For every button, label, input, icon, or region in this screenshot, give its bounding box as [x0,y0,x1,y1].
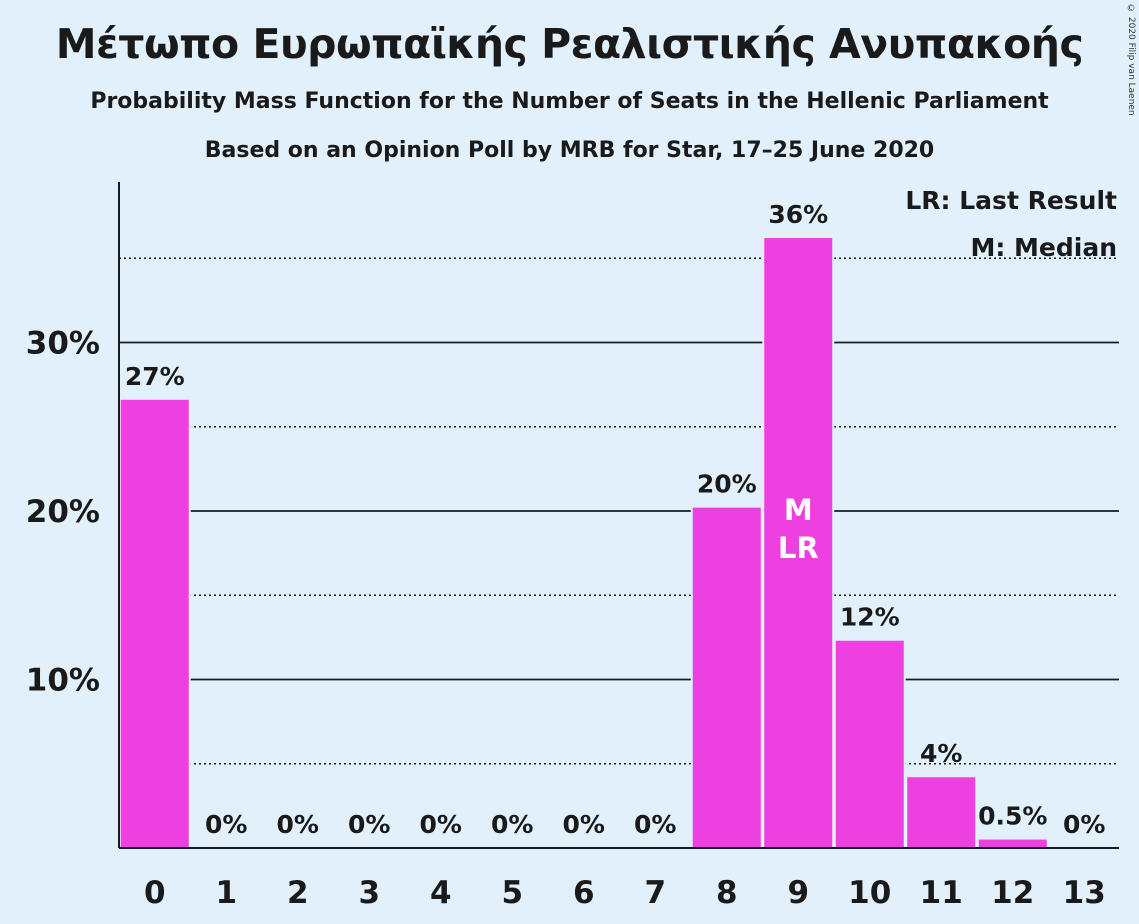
data-label: 36% [768,200,828,229]
data-label: 0% [1063,810,1105,839]
chart-title: Μέτωπο Ευρωπαϊκής Ρεαλιστικής Ανυπακοής [55,20,1084,68]
y-tick-label: 20% [26,494,100,530]
data-label: 0% [491,810,533,839]
x-tick-label: 10 [848,875,891,911]
x-tick-label: 4 [430,875,452,911]
data-label: 20% [697,470,757,499]
x-tick-label: 6 [573,875,595,911]
bar [692,507,761,848]
legend: LR: Last Result M: Median [905,186,1117,262]
x-tick-label: 1 [215,875,237,911]
x-tick-label: 11 [920,875,963,911]
bar [764,238,833,848]
x-tick-label: 13 [1063,875,1106,911]
chart-source-line: Based on an Opinion Poll by MRB for Star… [204,138,935,163]
bar [120,399,189,848]
x-tick-label: 8 [716,875,738,911]
x-tick-label: 5 [501,875,523,911]
data-label: 0% [563,810,605,839]
data-label: 4% [920,739,962,768]
data-label: 12% [840,603,900,632]
x-tick-label: 12 [991,875,1034,911]
data-label: 0.5% [978,802,1047,831]
bar [978,839,1047,848]
x-tick-label: 7 [644,875,666,911]
legend-median: M: Median [970,233,1117,262]
data-label: 0% [205,810,247,839]
data-label: 0% [348,810,390,839]
bar [907,777,976,848]
data-label: 0% [634,810,676,839]
data-label: 0% [277,810,319,839]
x-tick-label: 0 [144,875,166,911]
axes-layer [118,182,1119,849]
bars-layer [118,236,1049,848]
last-result-marker: LR [778,531,819,565]
x-tick-label: 2 [287,875,309,911]
chart-subtitle: Probability Mass Function for the Number… [90,89,1049,114]
copyright-notice: © 2020 Filip van Laenen [1126,4,1136,116]
data-label: 0% [420,810,462,839]
legend-last-result: LR: Last Result [905,186,1117,215]
x-tick-label: 3 [358,875,380,911]
bar [835,640,904,848]
labels-layer: 10%20%30%27%00%10%20%30%40%50%60%720%836… [26,200,1106,911]
x-tick-label: 9 [787,875,809,911]
y-tick-label: 10% [26,663,100,699]
grid-layer [119,257,1119,765]
data-label: 27% [125,362,185,391]
y-tick-label: 30% [26,326,100,362]
median-marker: M [784,493,813,527]
